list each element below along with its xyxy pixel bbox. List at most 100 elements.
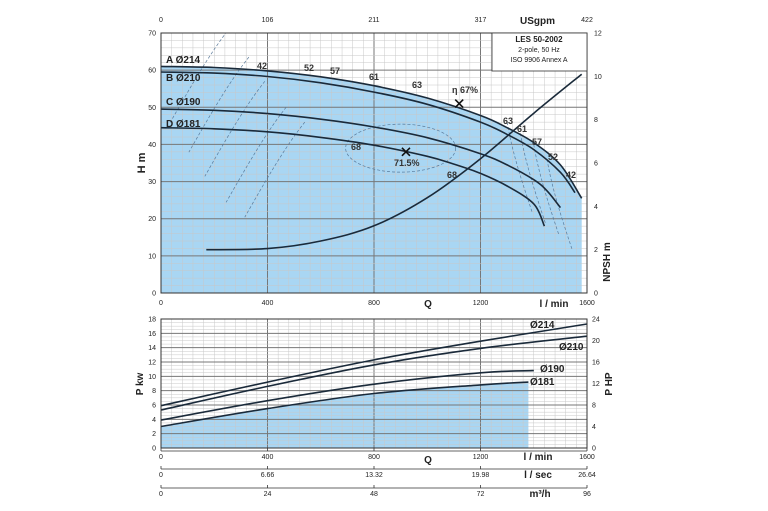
bottom-axis-tick-label: 0	[159, 454, 163, 461]
bottom-axis-unit: l / min	[524, 452, 553, 463]
head-x-tick: 400	[262, 300, 274, 307]
power-curve-190	[160, 369, 534, 421]
npsh-y-tick: 8	[594, 117, 598, 124]
head-curve-c	[160, 108, 562, 209]
power-hp-tick: 0	[592, 446, 596, 453]
usgpm-tick: 106	[262, 17, 274, 24]
power-kw-tick: 16	[148, 331, 156, 338]
efficiency-label: 52	[548, 152, 558, 162]
head-x-unit: l / min	[540, 299, 569, 310]
efficiency-label: 63	[412, 80, 422, 90]
npsh-y-tick: 4	[594, 204, 598, 211]
bottom-axis-tick-label: 72	[477, 491, 485, 498]
power-hp-label: P HP	[604, 372, 615, 395]
bottom-axis-tick-label: 19.98	[472, 472, 490, 479]
power-hp-tick: 24	[592, 317, 600, 324]
efficiency-label: 42	[257, 61, 267, 71]
bottom-axis-tick-label: 13.32	[365, 472, 383, 479]
bottom-axis-tick-label: 48	[370, 491, 378, 498]
head-y-tick: 30	[148, 179, 156, 186]
efficiency-isoline	[244, 121, 306, 218]
bottom-axis-tick-label: 800	[368, 454, 380, 461]
efficiency-label: 68	[447, 170, 457, 180]
power-curve-214	[160, 323, 588, 407]
usgpm-tick: 211	[368, 17, 379, 24]
npsh-y-tick: 6	[594, 161, 598, 168]
power-curve-label: Ø181	[530, 377, 555, 388]
bottom-axis-tick-label: 24	[264, 491, 272, 498]
info-box	[491, 32, 588, 72]
head-x-tick: 800	[368, 300, 380, 307]
power-curve-label: Ø190	[540, 364, 565, 375]
power-area-fill	[161, 382, 529, 448]
bottom-axis-unit: m³/h	[529, 489, 550, 500]
bottom-axis-tick-label: 400	[262, 454, 274, 461]
npsh-y-tick: 12	[594, 31, 602, 38]
head-y-tick: 0	[152, 291, 156, 298]
power-kw-tick: 14	[148, 345, 156, 352]
usgpm-tick: 0	[159, 17, 163, 24]
bottom-axis-tick-label: 26.64	[578, 472, 596, 479]
efficiency-label: 42	[566, 170, 576, 180]
efficiency-isoline	[169, 33, 227, 123]
power-curve-210	[160, 335, 588, 411]
head-y-label: H m	[136, 152, 148, 173]
power-kw-tick: 8	[152, 388, 156, 395]
power-kw-tick: 4	[152, 417, 156, 424]
head-curve-d	[160, 126, 546, 227]
head-curve-a	[160, 65, 583, 199]
power-kw-tick: 6	[152, 403, 156, 410]
bottom-axis-tick-label: 1600	[579, 454, 595, 461]
efficiency-label: 57	[532, 137, 542, 147]
efficiency-isoline	[204, 81, 266, 177]
head-curve-label: A Ø214	[166, 55, 201, 66]
head-area-fill	[161, 66, 582, 293]
info-box-line: ISO 9906 Annex A	[510, 57, 568, 64]
efficiency-isoline	[225, 107, 287, 203]
efficiency-label: 52	[304, 63, 314, 73]
efficiency-label: 68	[351, 142, 361, 152]
power-hp-tick: 16	[592, 360, 600, 367]
efficiency-isoline	[188, 56, 250, 153]
efficiency-isoline	[506, 122, 533, 213]
bep-marker	[401, 147, 411, 157]
bottom-axis-tick-label: 0	[159, 491, 163, 498]
head-y-tick: 70	[148, 31, 156, 38]
efficiency-label: 61	[369, 72, 379, 82]
npsh-curve	[206, 73, 583, 251]
bep-label-67: η 67%	[452, 85, 478, 95]
head-curve-b	[160, 71, 576, 194]
power-kw-tick: 10	[148, 374, 156, 381]
power-curve-label: Ø214	[530, 320, 555, 331]
head-x-tick: 0	[159, 300, 163, 307]
bottom-axis-unit: l / sec	[524, 470, 552, 481]
info-box-line: LES 50-2002	[515, 35, 563, 44]
efficiency-isoline	[533, 144, 560, 235]
head-y-tick: 60	[148, 68, 156, 75]
info-box-line: 2-pole, 50 Hz	[518, 47, 560, 54]
power-kw-tick: 12	[148, 360, 156, 367]
usgpm-unit: USgpm	[520, 16, 555, 27]
usgpm-tick: 317	[475, 17, 487, 24]
head-y-tick: 20	[148, 216, 156, 223]
power-curve-181	[160, 381, 529, 428]
power-kw-tick: 18	[148, 317, 156, 324]
bep-marker	[454, 99, 464, 109]
bottom-axis-tick-label: 0	[159, 472, 163, 479]
power-kw-label: P kw	[135, 372, 146, 395]
head-curve-label: D Ø181	[166, 119, 201, 130]
power-hp-tick: 4	[592, 424, 596, 431]
head-curve-label: C Ø190	[166, 97, 201, 108]
npsh-y-label: NPSH m	[602, 242, 613, 282]
bep-label-715: 71.5%	[394, 158, 420, 168]
efficiency-label: 61	[517, 124, 527, 134]
power-hp-tick: 12	[592, 381, 600, 388]
bottom-axis-tick-label: 96	[583, 491, 591, 498]
efficiency-label: 57	[330, 66, 340, 76]
head-y-tick: 50	[148, 105, 156, 112]
npsh-y-tick: 0	[594, 291, 598, 298]
power-kw-tick: 2	[152, 431, 156, 438]
bottom-axis-tick-label: 1200	[473, 454, 489, 461]
power-curve-label: Ø210	[559, 342, 584, 353]
